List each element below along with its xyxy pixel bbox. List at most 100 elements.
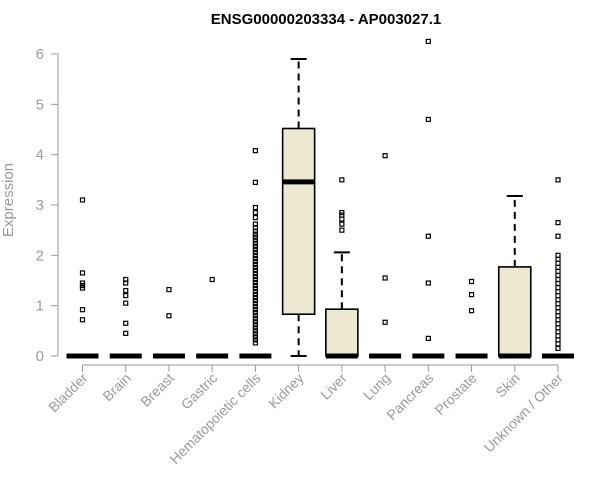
outlier-point [555, 256, 561, 262]
x-tick-label: Brain [99, 370, 133, 404]
outlier-point [468, 291, 475, 298]
outlier-point [209, 276, 215, 283]
x-tick-label: Bladder [45, 370, 91, 416]
outlier-point [252, 279, 259, 286]
outlier-point [555, 293, 561, 299]
outlier-point [252, 316, 259, 322]
outlier-point [252, 322, 259, 328]
outlier-point [425, 38, 431, 45]
outlier-point [123, 293, 129, 299]
outlier-point [425, 335, 431, 341]
outlier-point [79, 285, 86, 291]
outlier-point [252, 237, 259, 243]
outlier-point [252, 270, 259, 277]
outlier-point [555, 252, 561, 258]
outlier-point [252, 291, 259, 298]
y-tick-label: 2 [36, 247, 44, 264]
x-tick-label: Pancreas [383, 370, 436, 423]
outlier-point [123, 280, 129, 286]
outlier-point [252, 285, 259, 292]
x-tick-label: Kidney [265, 370, 307, 412]
outlier-point [252, 204, 259, 211]
outlier-point [252, 252, 259, 258]
outlier-point [252, 209, 259, 216]
outlier-point [468, 278, 475, 285]
outlier-point [555, 177, 561, 183]
outlier-point [555, 305, 561, 311]
box-kidney [281, 58, 316, 357]
outlier-point [252, 276, 259, 283]
box-prostate [455, 278, 488, 359]
outlier-point [252, 228, 259, 234]
outlier-point [252, 313, 259, 319]
outlier-point [555, 233, 561, 239]
outlier-point [252, 273, 259, 280]
box-brain [109, 276, 142, 359]
box-gastric [196, 276, 229, 359]
x-tick-label: Prostate [431, 370, 479, 418]
outlier-point [252, 267, 259, 274]
outlier-point [252, 255, 259, 261]
boxes-layer [66, 38, 574, 359]
x-tick-label: Lung [360, 370, 393, 403]
outlier-point [252, 282, 259, 289]
box-pancreas [412, 38, 445, 359]
outlier-point [123, 330, 129, 336]
outlier-point [425, 280, 431, 286]
outlier-point [252, 295, 259, 301]
outlier-point [382, 319, 388, 325]
outlier-point [252, 234, 259, 240]
outlier-point [123, 320, 129, 326]
outlier-point [555, 321, 561, 327]
box-lung [369, 153, 402, 359]
outlier-point [425, 116, 431, 123]
chart-title: ENSG00000203334 - AP003027.1 [211, 11, 441, 28]
outlier-point [252, 179, 259, 185]
outlier-point [339, 221, 345, 227]
outlier-point [468, 308, 475, 314]
outlier-point [425, 233, 431, 239]
outlier-point [252, 148, 259, 154]
outlier-point [339, 227, 345, 233]
box-iqr [497, 266, 532, 357]
box-iqr [281, 127, 316, 316]
outlier-point [555, 272, 561, 279]
outlier-point [123, 300, 129, 306]
y-tick-label: 5 [36, 96, 44, 113]
outlier-point [252, 249, 259, 255]
y-axis-label: Expression [0, 163, 17, 237]
outlier-point [555, 268, 561, 275]
x-tick-label: Breast [137, 370, 177, 410]
outlier-point [555, 297, 561, 303]
outlier-point [252, 214, 259, 221]
outlier-point [555, 264, 561, 271]
y-tick-label: 3 [36, 197, 44, 214]
outlier-point [339, 216, 345, 222]
outlier-point [555, 341, 561, 347]
outlier-point [252, 288, 259, 295]
y-tick-label: 4 [36, 147, 44, 164]
outlier-point [252, 331, 259, 337]
outlier-point [555, 301, 561, 307]
outlier-point [555, 329, 561, 335]
y-tick-label: 0 [36, 348, 44, 365]
outlier-point [555, 280, 561, 287]
outlier-point [252, 325, 259, 331]
outlier-point [252, 264, 259, 271]
outlier-point [166, 286, 172, 293]
outlier-point [382, 153, 388, 159]
outlier-point [79, 317, 86, 323]
y-axis: 0 1 2 3 4 5 6 [36, 46, 59, 365]
outlier-point [555, 276, 561, 283]
outlier-point [252, 310, 259, 316]
outlier-point [252, 337, 259, 343]
outlier-point [555, 313, 561, 319]
outlier-point [555, 345, 561, 352]
outlier-point [555, 337, 561, 343]
x-tick-label: Skin [492, 370, 523, 401]
box-hematopoietic-cells [239, 148, 272, 359]
box-liver [325, 177, 359, 359]
box-bladder [66, 197, 99, 359]
